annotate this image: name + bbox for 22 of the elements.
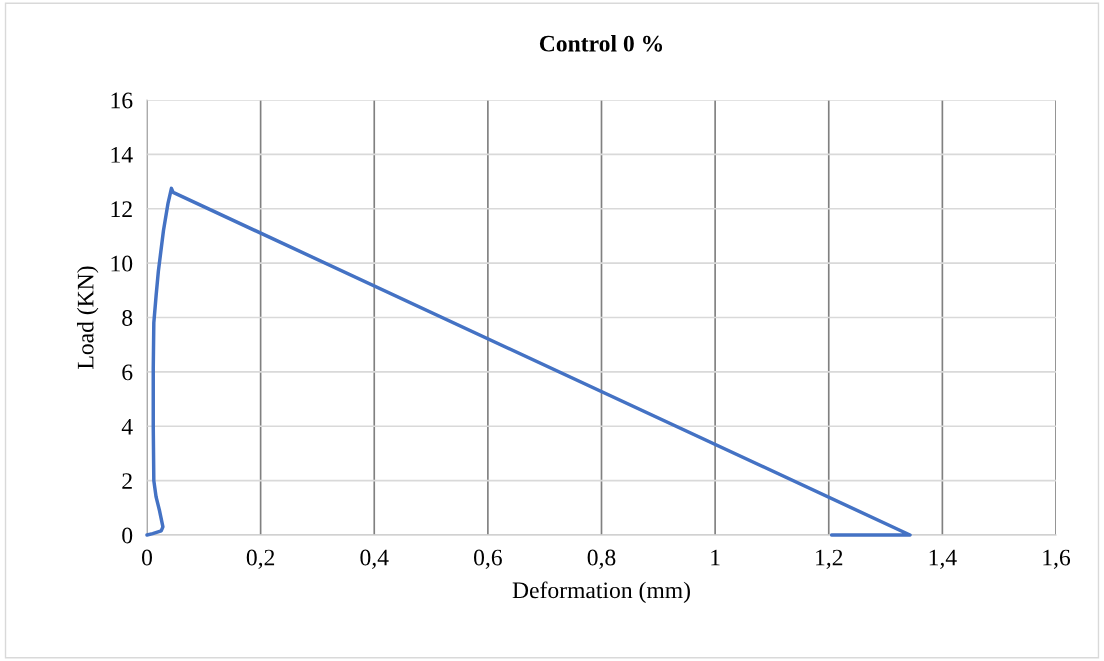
x-axis-title: Deformation (mm): [512, 581, 690, 604]
y-tick-label: 10: [111, 255, 133, 272]
y-tick-label: 16: [111, 92, 133, 109]
x-tick-label: 1,6: [1043, 549, 1071, 569]
x-tick-label: 0,2: [246, 549, 275, 569]
x-tick-label: 1,4: [929, 549, 957, 569]
y-tick-label: 4: [121, 418, 133, 435]
y-tick-label: 0: [122, 527, 133, 544]
line-series: [145, 186, 912, 537]
y-tick-label: 8: [122, 309, 133, 326]
chart-title: Control 0 %: [539, 35, 663, 52]
x-tick-label: 0,6: [474, 549, 502, 569]
y-tick-label: 6: [122, 364, 133, 381]
x-tick-label: 0,8: [587, 549, 616, 569]
x-tick-label: 0,4: [360, 549, 389, 569]
x-tick-label: 1,2: [816, 549, 843, 569]
y-axis-title: Load (KN): [76, 266, 99, 369]
x-tick-label: 1: [711, 549, 720, 566]
y-tick-label: 12: [111, 201, 132, 217]
y-tick-label: 14: [111, 146, 133, 163]
x-tick-label: 0: [142, 549, 152, 566]
y-tick-label: 2: [122, 473, 132, 489]
